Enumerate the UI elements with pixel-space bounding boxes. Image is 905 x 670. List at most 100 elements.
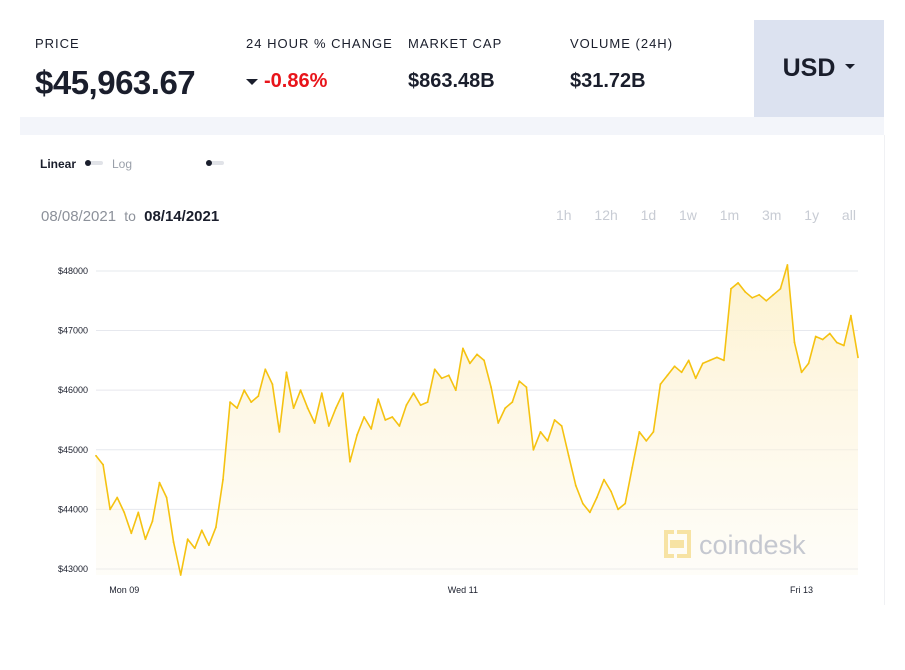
price-point xyxy=(857,356,859,359)
price-point xyxy=(758,293,761,296)
y-tick-label: $44000 xyxy=(58,504,88,514)
price-point xyxy=(222,478,224,481)
currency-dropdown[interactable]: USD xyxy=(754,20,884,117)
price-point xyxy=(490,386,492,389)
price-point xyxy=(229,401,232,403)
volume-value: $31.72B xyxy=(570,70,646,92)
price-point xyxy=(299,389,302,392)
price-point xyxy=(525,386,528,389)
y-tick-label: $45000 xyxy=(58,445,88,455)
price-point xyxy=(786,264,789,266)
x-tick-label: Fri 13 xyxy=(790,585,813,595)
price-point xyxy=(363,416,365,418)
price-stat: PRICE $45,963.67 xyxy=(35,36,196,101)
range-button-3m[interactable]: 3m xyxy=(762,207,782,223)
price-point xyxy=(779,287,782,290)
change-value: -0.86% xyxy=(264,70,328,92)
price-point xyxy=(377,398,380,400)
price-point xyxy=(306,407,309,409)
range-button-1m[interactable]: 1m xyxy=(719,207,740,223)
price-point xyxy=(193,547,196,550)
price-point xyxy=(617,508,619,511)
price-point xyxy=(243,389,246,392)
divider-band xyxy=(20,117,884,135)
price-point xyxy=(631,466,634,469)
range-button-all[interactable]: all xyxy=(841,207,856,223)
date-range: 08/08/2021 to 08/14/2021 xyxy=(41,208,219,225)
price-point xyxy=(708,359,711,362)
range-button-12h[interactable]: 12h xyxy=(594,207,618,223)
date-from[interactable]: 08/08/2021 xyxy=(41,208,117,225)
price-point xyxy=(518,380,521,383)
price-point xyxy=(659,383,662,386)
secondary-toggle-switch[interactable] xyxy=(206,160,224,166)
price-point xyxy=(264,368,267,371)
price-point xyxy=(511,401,514,403)
date-to[interactable]: 08/14/2021 xyxy=(144,208,220,225)
price-point xyxy=(694,377,697,380)
scale-toggle-switch[interactable] xyxy=(85,160,103,166)
price-point xyxy=(574,484,577,487)
change-value-row: -0.86% xyxy=(246,70,327,93)
range-button-1y[interactable]: 1y xyxy=(804,207,820,223)
price-point xyxy=(440,377,443,380)
down-triangle-icon xyxy=(246,78,258,85)
x-axis: Mon 09 Wed 11 Fri 13 xyxy=(109,585,813,595)
price-point xyxy=(95,454,97,457)
price-point xyxy=(109,508,111,511)
price-point xyxy=(843,344,845,347)
price-point xyxy=(278,431,281,433)
area-layer xyxy=(95,264,859,576)
price-point xyxy=(462,347,464,350)
log-toggle-label[interactable]: Log xyxy=(112,157,133,171)
price-point xyxy=(483,359,485,362)
price-point xyxy=(553,419,556,421)
price-point xyxy=(666,374,669,377)
price-point xyxy=(370,428,373,430)
price-point xyxy=(673,365,676,368)
price-point xyxy=(807,362,810,365)
coindesk-watermark: coindesk xyxy=(664,530,806,560)
price-point xyxy=(539,431,542,433)
price-point xyxy=(751,296,754,299)
change-stat: 24 HOUR % CHANGE -0.86% xyxy=(246,36,393,92)
toggle-knob xyxy=(85,160,91,166)
linear-toggle-label[interactable]: Linear xyxy=(40,157,77,171)
price-point xyxy=(701,362,704,365)
price-point xyxy=(292,407,295,409)
price-point xyxy=(412,392,415,395)
price-point xyxy=(469,362,471,365)
price-point xyxy=(313,422,316,424)
price-point xyxy=(356,434,358,436)
price-point xyxy=(454,389,457,392)
range-button-1d[interactable]: 1d xyxy=(640,207,657,223)
price-point xyxy=(208,544,210,547)
price-point xyxy=(257,395,260,397)
toggle-knob xyxy=(206,160,212,166)
price-point xyxy=(800,371,803,374)
coindesk-logo-icon xyxy=(664,530,691,558)
change-label: 24 HOUR % CHANGE xyxy=(246,36,393,51)
range-button-1h[interactable]: 1h xyxy=(556,207,572,223)
price-point xyxy=(716,356,718,359)
volume-label: VOLUME (24H) xyxy=(570,36,674,51)
price-point xyxy=(497,422,500,424)
price-point xyxy=(320,392,323,395)
price-point xyxy=(391,416,394,418)
price-point xyxy=(652,431,655,433)
price-point xyxy=(335,407,337,409)
range-button-1w[interactable]: 1w xyxy=(679,207,697,223)
y-tick-label: $43000 xyxy=(58,564,88,574)
x-tick-label: Mon 09 xyxy=(109,585,139,595)
price-point xyxy=(814,335,817,338)
price-point xyxy=(730,287,732,290)
chart-panel xyxy=(20,135,885,605)
y-tick-label: $46000 xyxy=(58,385,88,395)
volume-stat: VOLUME (24H) $31.72B xyxy=(570,36,674,92)
price-point xyxy=(250,401,253,403)
price-point xyxy=(151,520,154,523)
price-point xyxy=(165,496,168,499)
price-point xyxy=(645,440,648,442)
price-label: PRICE xyxy=(35,36,80,51)
